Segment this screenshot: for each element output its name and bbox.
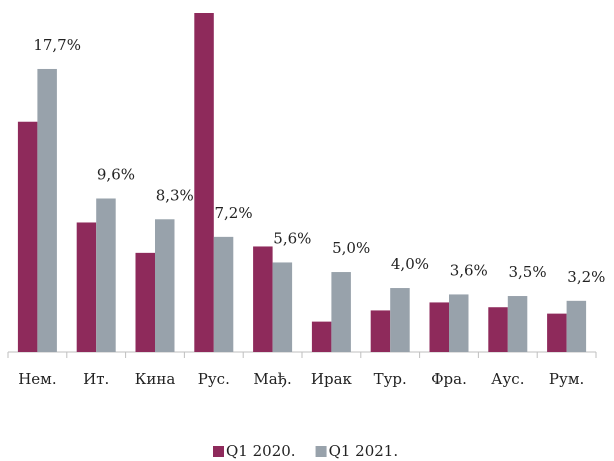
bar (429, 302, 449, 352)
x-tick-label: Фра. (431, 370, 467, 388)
x-tick-label: Тур. (374, 370, 407, 388)
data-label: 3,2% (567, 268, 605, 286)
data-label: 3,5% (508, 263, 546, 281)
bar (17, 121, 38, 353)
bar (311, 321, 332, 352)
bar (547, 313, 567, 352)
legend-swatch (213, 446, 224, 457)
bar (194, 13, 214, 352)
bar (37, 68, 57, 352)
legend-label: Q1 2021. (329, 442, 399, 460)
bar (76, 222, 97, 352)
bar (96, 198, 116, 352)
x-tick-label: Рум. (549, 370, 584, 388)
data-label: 9,6% (97, 165, 135, 183)
data-label: 4,0% (391, 255, 429, 273)
bar (370, 310, 391, 352)
bar (390, 288, 410, 352)
x-tick-label: Мађ. (253, 370, 291, 388)
bar (566, 300, 587, 352)
bar (135, 252, 155, 352)
legend-swatch (315, 446, 327, 457)
data-label: 5,6% (273, 229, 311, 247)
bar (507, 296, 528, 352)
data-label: 5,0% (332, 239, 370, 257)
bar (331, 272, 351, 352)
x-tick-label: Рус. (198, 370, 230, 388)
x-tick-label: Аус. (491, 370, 524, 388)
bar (253, 246, 273, 352)
x-tick-label: Ирак (311, 370, 353, 388)
data-label: 7,2% (214, 204, 252, 222)
x-tick-label: Кина (135, 370, 176, 388)
bar (272, 262, 293, 352)
bar (213, 236, 234, 352)
bar (449, 294, 469, 352)
bar (488, 307, 508, 352)
data-label: 8,3% (156, 186, 194, 204)
x-tick-label: Нем. (18, 370, 56, 388)
bar (155, 219, 175, 352)
x-tick-label: Ит. (83, 370, 109, 388)
legend-label: Q1 2020. (226, 442, 296, 460)
data-label: 17,7% (33, 36, 81, 54)
data-label: 3,6% (450, 261, 488, 279)
